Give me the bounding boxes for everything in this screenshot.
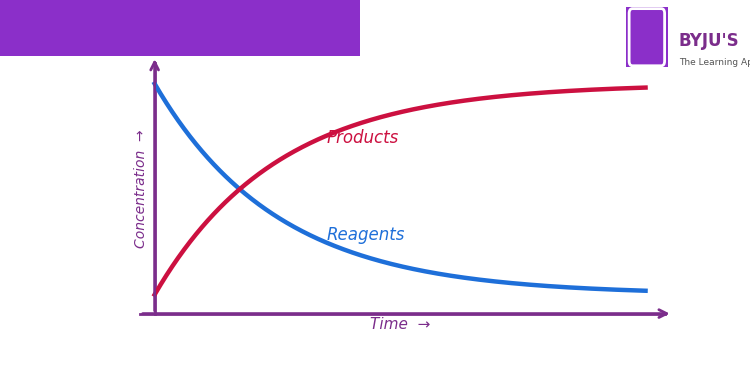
Text: Concentration  →: Concentration →: [134, 130, 148, 248]
FancyBboxPatch shape: [0, 0, 360, 56]
Text: Products: Products: [326, 129, 399, 147]
Text: BYJU'S: BYJU'S: [679, 32, 740, 49]
Text: RATE OF REACTION: RATE OF REACTION: [18, 18, 257, 38]
Text: The Learning App: The Learning App: [679, 58, 750, 67]
Text: Time  →: Time →: [370, 317, 430, 332]
Text: Reagents: Reagents: [326, 226, 405, 244]
